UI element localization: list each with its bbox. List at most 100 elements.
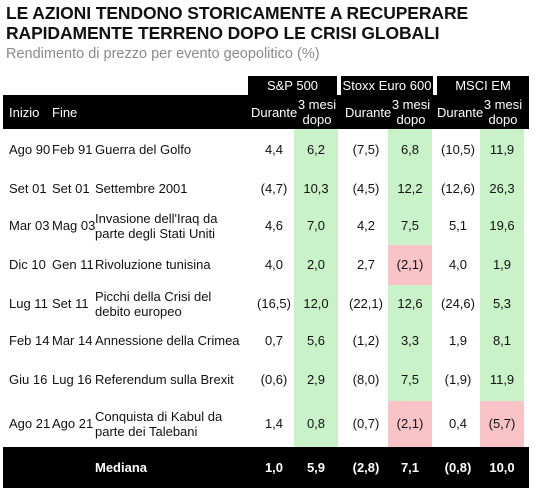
cell-sp-durante: 1,4 [264, 416, 284, 431]
median-em-durante: (0,8) [444, 460, 472, 475]
cell-em-3m: (5,7) [488, 416, 516, 431]
table-row: Giu 16 Lug 16 Referendum sulla Brexit (0,6)… [3, 359, 529, 401]
cell-fine: Set 11 [52, 295, 89, 311]
cell-sp-durante: 4,4 [264, 142, 284, 157]
cell-fine: Set 01 [52, 180, 90, 196]
cell-inizio: Dic 10 [9, 257, 46, 272]
cell-evento: Guerra del Golfo [95, 142, 192, 157]
cell-inizio: Mar 03 [9, 217, 50, 233]
cell-inizio: Giu 16 [9, 372, 48, 387]
median-sx-3m: 7,1 [400, 460, 420, 475]
cell-evento: Rivoluzione tunisina [95, 257, 211, 272]
cell-inizio: Lug 11 [9, 295, 48, 311]
cell-evento: Conquista di Kabul da parte dei Talebani [95, 409, 223, 439]
cell-sx-durante: (7,5) [352, 142, 380, 157]
highlight-column-sp500 [294, 95, 338, 447]
cell-evento: Invasione dell'Iraq da parte degli Stati… [95, 210, 218, 241]
cell-sp-durante: (0,6) [260, 372, 288, 387]
cell-em-durante: (24,6) [441, 295, 475, 311]
cell-inizio: Set 01 [9, 180, 47, 196]
cell-sx-durante: 4,2 [356, 217, 376, 233]
cell-em-3m: 1,9 [492, 257, 512, 272]
page-subtitle: Rendimento di prezzo per evento geopolit… [6, 46, 320, 62]
cell-evento: Referendum sulla Brexit [95, 372, 234, 387]
cell-evento: Picchi della Crisi del debito europeo [95, 288, 212, 319]
header-3m-sp500: 3 mesi dopo [297, 97, 337, 127]
header-3m-stoxx: 3 mesi dopo [391, 97, 431, 127]
cell-fine: Mar 14 [52, 332, 93, 348]
group-header-msci: MSCI EM [437, 76, 529, 95]
cell-fine: Mag 03 [52, 217, 96, 233]
cell-sx-3m: 3,3 [400, 332, 420, 348]
cell-sp-durante: (4,7) [260, 180, 288, 196]
table-row: Ago 21 Ago 21 Conquista di Kabul da parte … [3, 401, 529, 447]
cell-sp-3m: 2,9 [306, 372, 326, 387]
cell-sx-3m: 6,8 [400, 142, 420, 157]
cell-inizio: Ago 21 [9, 416, 51, 431]
table-row: Lug 11 Set 11 Picchi della Crisi del debit… [3, 285, 529, 322]
cell-em-durante: 5,1 [448, 217, 468, 233]
cell-sp-durante: 4,6 [264, 217, 284, 233]
cell-sx-3m: 7,5 [400, 372, 420, 387]
header-fine: Fine [52, 105, 78, 120]
cell-sx-durante: (1,2) [352, 332, 380, 348]
table-header: Inizio Fine Durante 3 mesi dopo Durante … [3, 95, 529, 129]
cell-sp-durante: (16,5) [257, 295, 291, 311]
cell-sp-durante: 4,0 [264, 257, 284, 272]
cell-em-durante: (12,6) [441, 180, 475, 196]
header-3m-msci: 3 mesi dopo [483, 97, 523, 127]
cell-fine: Lug 16 [52, 372, 92, 387]
cell-em-3m: 11,9 [489, 142, 515, 157]
cell-sx-durante: (0,7) [352, 416, 380, 431]
negative-highlight-cell [388, 245, 432, 285]
cell-evento: Annessione della Crimea [95, 332, 240, 348]
cell-sx-3m: 12,6 [397, 295, 423, 311]
cell-em-durante: 0,4 [448, 416, 468, 431]
median-sp-durante: 1,0 [264, 460, 284, 475]
table-row: Ago 90 Feb 91 Guerra del Golfo 4,4 6,2 (7,5) 6… [3, 129, 529, 171]
cell-em-3m: 11,9 [489, 372, 515, 387]
group-header-sp500: S&P 500 [248, 76, 337, 95]
cell-sx-durante: 2,7 [356, 257, 376, 272]
table-row: Mar 03 Mag 03 Invasione dell'Iraq da parte… [3, 206, 529, 245]
cell-sx-durante: (22,1) [349, 295, 383, 311]
header-inizio: Inizio [9, 105, 40, 120]
header-durante-stoxx: Durante [345, 105, 392, 120]
cell-em-3m: 26,3 [489, 180, 515, 196]
cell-sx-3m: (2,1) [396, 416, 424, 431]
cell-sp-3m: 2,0 [306, 257, 326, 272]
cell-inizio: Feb 14 [9, 332, 50, 348]
table-row: Set 01 Set 01 Settembre 2001 (4,7) 10,3 (4,5)… [3, 171, 529, 206]
median-em-3m: 10,0 [489, 460, 515, 475]
cell-em-durante: (1,9) [444, 372, 472, 387]
cell-sx-durante: (8,0) [352, 372, 380, 387]
cell-sx-3m: 7,5 [400, 217, 420, 233]
table-row: Feb 14 Mar 14 Annessione della Crimea 0,7 5,… [3, 322, 529, 359]
cell-fine: Gen 11 [52, 257, 94, 272]
header-durante-msci: Durante [437, 105, 484, 120]
cell-sp-3m: 10,3 [303, 180, 329, 196]
table-row: Dic 10 Gen 11 Rivoluzione tunisina 4,0 2,0 2,… [3, 245, 529, 285]
highlight-column-msci [480, 95, 524, 447]
group-header-stoxx: Stoxx Euro 600 [341, 76, 433, 95]
cell-sp-3m: 6,2 [306, 142, 326, 157]
cell-em-3m: 8,1 [492, 332, 512, 348]
cell-sp-durante: 0,7 [264, 332, 284, 348]
cell-sp-3m: 5,6 [306, 332, 326, 348]
cell-fine: Feb 91 [52, 142, 93, 157]
cell-sx-3m: (2,1) [396, 257, 424, 272]
cell-sp-3m: 12,0 [303, 295, 329, 311]
cell-em-3m: 19,6 [489, 217, 515, 233]
cell-em-durante: 4,0 [448, 257, 468, 272]
cell-em-durante: (10,5) [441, 142, 475, 157]
median-sp-3m: 5,9 [306, 460, 326, 475]
cell-inizio: Ago 90 [9, 142, 51, 157]
negative-highlight-cell [480, 401, 524, 447]
page-title: LE AZIONI TENDONO STORICAMENTE A RECUPER… [6, 3, 469, 43]
cell-sx-durante: (4,5) [352, 180, 380, 196]
header-durante-sp500: Durante [251, 105, 298, 120]
cell-em-3m: 5,3 [492, 295, 512, 311]
cell-sx-3m: 12,2 [397, 180, 423, 196]
cell-em-durante: 1,9 [448, 332, 468, 348]
cell-fine: Ago 21 [52, 416, 94, 431]
